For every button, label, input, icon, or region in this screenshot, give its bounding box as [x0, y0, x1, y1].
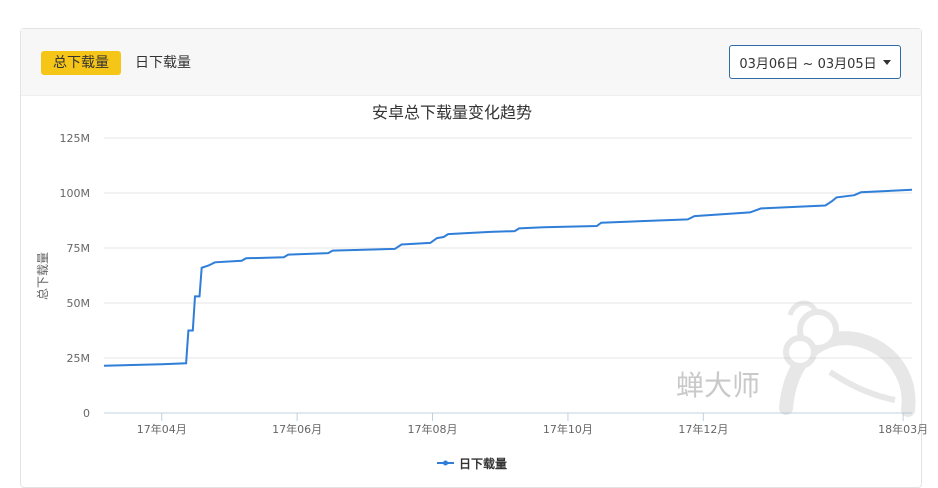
x-axis: 17年04月 17年06月 17年08月 17年10月 17年12月 18年03月	[137, 413, 928, 436]
x-tick-label: 17年08月	[408, 422, 458, 436]
y-axis: 0 25M 50M 75M 100M 125M	[60, 132, 91, 420]
y-tick-label: 25M	[67, 352, 91, 365]
watermark-text: 蝉大师	[676, 369, 760, 402]
chart-toolbar: 总下载量 日下载量 03月06日 ~ 03月05日	[21, 29, 921, 96]
x-tick-label: 17年12月	[678, 422, 728, 436]
watermark: 蝉大师	[676, 300, 916, 417]
grid-lines	[104, 137, 912, 414]
y-tick-label: 50M	[67, 297, 91, 310]
tab-daily-downloads[interactable]: 日下载量	[135, 55, 191, 71]
x-tick-label: 18年03月	[878, 422, 928, 436]
series-line	[103, 188, 913, 367]
legend: 日下载量	[437, 456, 507, 471]
x-tick-label: 17年06月	[272, 422, 322, 436]
legend-item-label[interactable]: 日下载量	[459, 456, 507, 471]
caret-down-icon	[882, 59, 891, 65]
y-axis-label: 总下载量	[36, 252, 50, 300]
x-tick-label: 17年04月	[137, 422, 187, 436]
chart-title: 安卓总下载量变化趋势	[372, 103, 532, 122]
y-tick-label: 125M	[60, 132, 91, 145]
y-tick-label: 100M	[60, 187, 91, 200]
y-tick-label: 0	[83, 407, 90, 420]
date-range-label: 03月06日 ~ 03月05日	[739, 56, 877, 72]
legend-marker-icon	[443, 460, 448, 466]
date-range-dropdown[interactable]: 03月06日 ~ 03月05日	[729, 45, 901, 79]
y-tick-label: 75M	[67, 242, 91, 255]
chart-card: 总下载量 日下载量 03月06日 ~ 03月05日	[20, 28, 922, 488]
x-tick-label: 17年10月	[543, 422, 593, 436]
tab-total-downloads[interactable]: 总下载量	[41, 51, 121, 75]
cicada-logo-icon	[779, 300, 916, 417]
